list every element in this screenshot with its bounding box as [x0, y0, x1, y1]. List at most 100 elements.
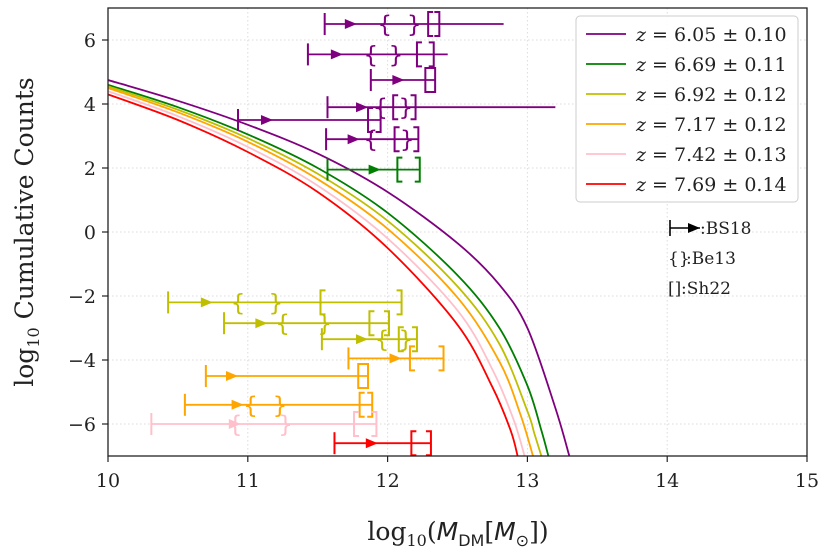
be13-left-brace: {	[375, 327, 390, 353]
legend-label: z = 6.69 ± 0.11	[635, 54, 787, 76]
be13-right-brace: }	[317, 311, 332, 337]
sh22-right-bracket	[396, 289, 403, 316]
bs18-arrow-marker	[365, 438, 378, 449]
be13-right-brace: }	[278, 412, 293, 438]
y-axis-ticks: −6 −4 −2 0 2 4 6	[68, 30, 108, 436]
be13-right-brace: }	[268, 290, 283, 316]
x-tick-label: 10	[96, 470, 120, 492]
observation-row: {}	[320, 326, 418, 353]
be13-right-brace: }	[407, 12, 422, 38]
observation-row: {}	[325, 126, 420, 153]
bs18-arrow-marker	[344, 19, 357, 29]
observation-row: {}	[326, 94, 556, 121]
x-axis-title: log10(MDM[M⊙])	[367, 517, 548, 550]
observation-row: {}	[167, 289, 403, 316]
bs18-arrow-marker	[368, 164, 381, 175]
bs18-arrow-marker	[200, 297, 213, 308]
observation-row	[369, 67, 437, 93]
legend-label-value: = 7.69 ± 0.14	[646, 174, 787, 196]
observation-row	[347, 345, 445, 372]
observation-bars: {}{}{}{}{}{}{}{}{}	[150, 11, 556, 457]
bs18-arrow-marker	[228, 419, 241, 429]
legend-label-z: z	[635, 24, 647, 46]
legend-label: z = 7.42 ± 0.13	[635, 144, 787, 166]
sh22-right-bracket	[414, 156, 421, 183]
sh22-right-bracket	[410, 94, 417, 121]
be13-right-brace: }	[400, 127, 415, 153]
sh22-left-bracket	[392, 94, 399, 121]
be13-key-label: :Be13	[686, 249, 736, 269]
y-tick-label: −4	[68, 350, 96, 372]
observation-row: {}	[323, 11, 504, 38]
x-axis-ticks: 10 11 12 13 14 15	[96, 456, 819, 492]
sh22-right-bracket	[375, 107, 382, 133]
be13-left-brace: {	[364, 127, 379, 153]
sh22-right-bracket	[434, 11, 441, 37]
sh22-key-symbol: []	[668, 279, 681, 299]
be13-left-brace: {	[228, 412, 243, 438]
model-curve	[108, 83, 550, 456]
y-tick-label: 4	[84, 94, 96, 116]
model-curve	[108, 79, 571, 456]
sh22-left-bracket	[393, 126, 400, 153]
legend-label-value: = 6.92 ± 0.12	[646, 84, 787, 106]
sh22-left-bracket	[415, 41, 422, 68]
legend-label-z: z	[635, 54, 647, 76]
x-tick-label: 11	[236, 470, 260, 492]
legend-label: z = 6.05 ± 0.10	[635, 24, 787, 46]
bs18-key-arrow	[688, 223, 700, 233]
legend-box	[575, 15, 799, 203]
x-tick-label: 13	[515, 470, 539, 492]
bs18-arrow-marker	[347, 134, 360, 145]
sh22-right-bracket	[413, 126, 420, 153]
model-curves	[108, 79, 571, 456]
sh22-key-label: :Sh22	[681, 279, 731, 299]
marker-key: :BS18 {} :Be13 [] :Sh22	[668, 219, 752, 299]
legend-label-z: z	[635, 84, 647, 106]
legend-label-z: z	[635, 144, 647, 166]
sh22-right-bracket	[430, 67, 437, 93]
observation-row: {}	[183, 391, 374, 419]
sh22-left-bracket	[353, 411, 360, 437]
be13-left-brace: {	[243, 393, 258, 419]
observation-row	[237, 107, 382, 133]
legend-label-value: = 7.42 ± 0.13	[646, 144, 787, 166]
x-tick-label: 14	[655, 470, 679, 492]
sh22-right-bracket	[363, 363, 370, 389]
be13-right-brace: }	[389, 42, 404, 68]
bs18-arrow-marker	[330, 49, 343, 60]
sh22-left-bracket	[368, 310, 375, 337]
model-curve	[108, 90, 526, 456]
sh22-right-bracket	[367, 391, 374, 418]
model-curve	[108, 85, 543, 456]
model-curve	[108, 87, 534, 456]
y-axis-title: log10 Cumulative Counts	[10, 77, 43, 386]
y-tick-label: −2	[68, 286, 96, 308]
legend-label-value: = 6.05 ± 0.10	[646, 24, 787, 46]
x-tick-label: 12	[376, 470, 400, 492]
sh22-right-bracket	[428, 41, 435, 68]
observation-row	[333, 430, 432, 457]
sh22-left-bracket	[410, 430, 417, 457]
sh22-right-bracket	[425, 430, 432, 457]
legend-label-z: z	[635, 114, 647, 136]
be13-left-brace: {	[231, 290, 246, 316]
observation-row	[326, 156, 421, 183]
sh22-right-bracket	[438, 345, 445, 372]
sh22-left-bracket	[357, 363, 364, 389]
bs18-key-label: :BS18	[700, 219, 752, 239]
legend-label-z: z	[635, 174, 647, 196]
bs18-arrow-marker	[260, 115, 273, 125]
legend-label-value: = 7.17 ± 0.12	[646, 114, 787, 136]
be13-left-brace: {	[275, 311, 290, 337]
bs18-arrow-marker	[231, 399, 244, 410]
bs18-arrow-marker	[392, 75, 405, 85]
observation-row: {}	[306, 41, 448, 68]
observation-row: {}	[223, 310, 390, 337]
be13-left-brace: {	[364, 42, 379, 68]
observation-row: {}	[150, 411, 378, 438]
sh22-left-bracket	[397, 326, 404, 353]
sh22-left-bracket	[367, 107, 374, 133]
bs18-arrow-marker	[356, 334, 369, 345]
